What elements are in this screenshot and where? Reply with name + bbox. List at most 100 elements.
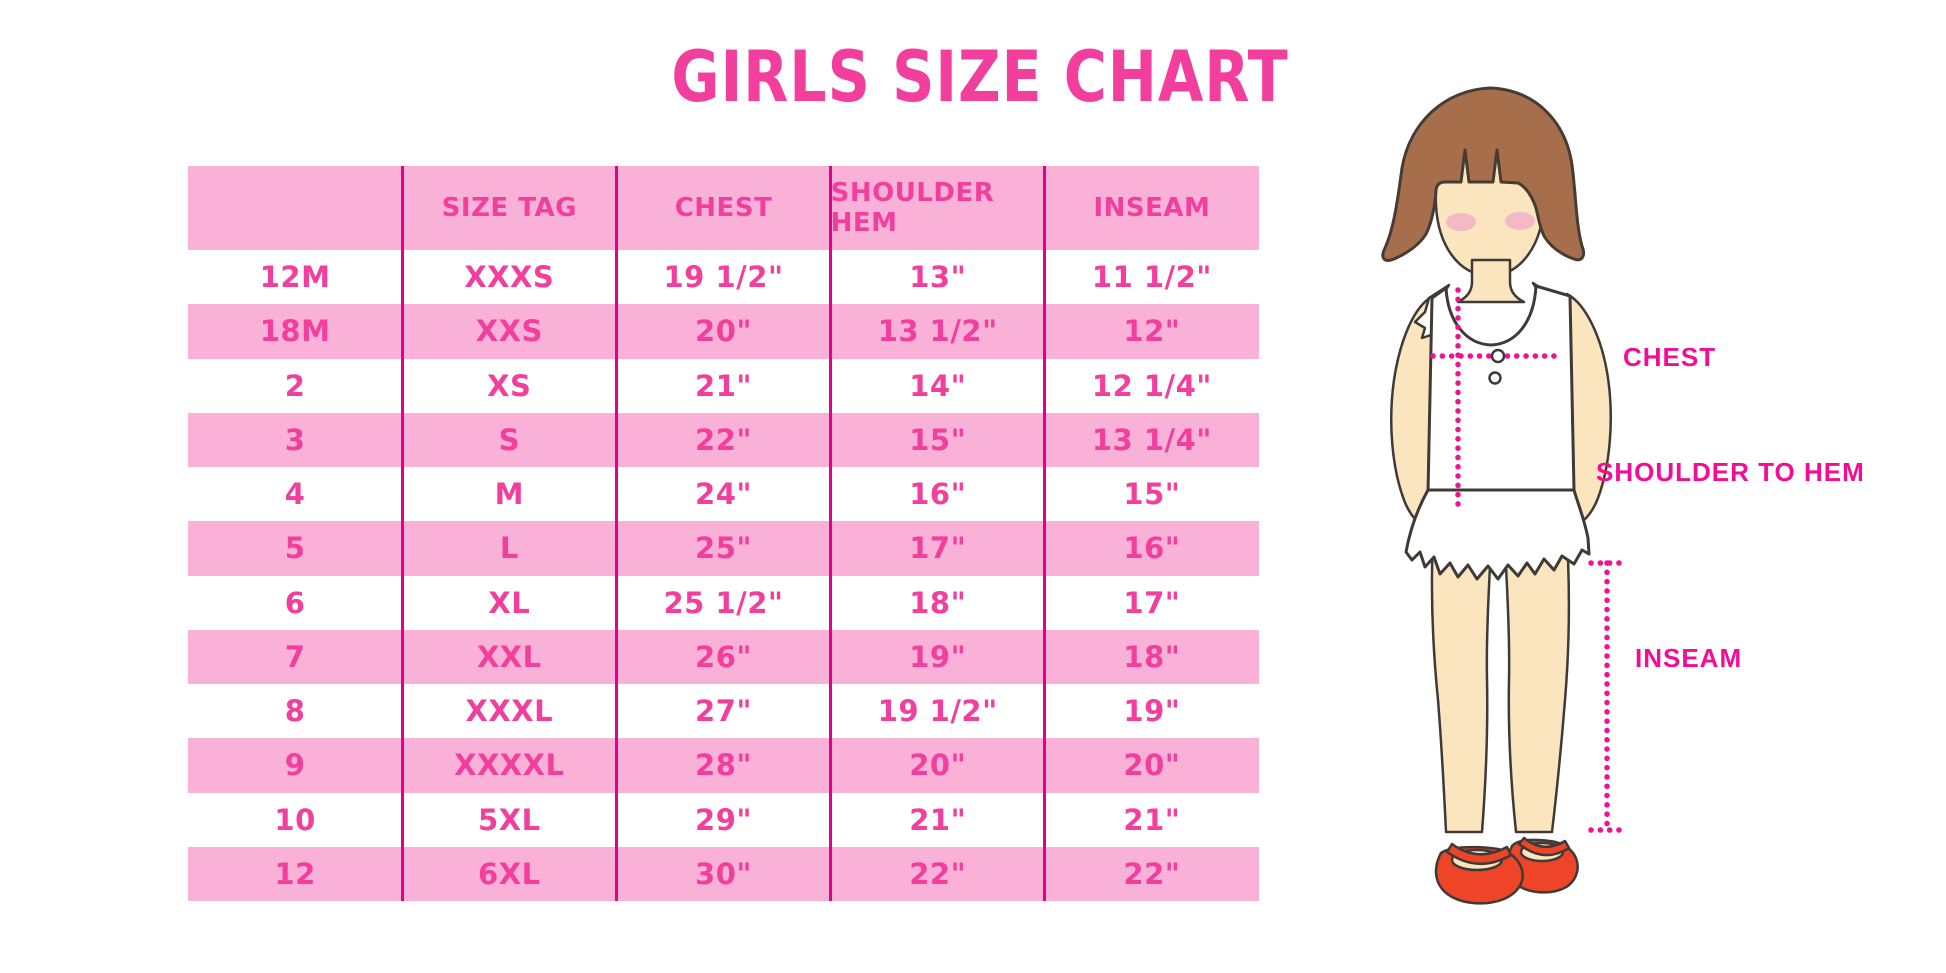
table-cell: 2 bbox=[284, 368, 306, 403]
leg-left bbox=[1430, 518, 1494, 834]
table-cell: XL bbox=[488, 585, 531, 620]
table-cell: 12 1/4" bbox=[1091, 368, 1212, 403]
header-cell-size bbox=[188, 166, 402, 250]
table-cell: 26" bbox=[695, 639, 752, 674]
table-cell: 21" bbox=[695, 368, 752, 403]
inseam-label: INSEAM bbox=[1635, 643, 1742, 673]
table-cell: XXL bbox=[476, 639, 542, 674]
table-cell: 13 1/4" bbox=[1091, 422, 1212, 457]
table-cell: 25" bbox=[695, 531, 752, 566]
table-cell: 20" bbox=[695, 314, 752, 349]
table-cell: 22" bbox=[695, 422, 752, 457]
table-cell: 14" bbox=[909, 368, 967, 403]
leg-right bbox=[1502, 520, 1571, 834]
table-cell: 18M bbox=[259, 314, 331, 349]
girl-measurement-illustration: CHEST SHOULDER TO HEM INSEAM bbox=[1381, 86, 1865, 905]
table-cell: 19" bbox=[1123, 694, 1181, 729]
table-cell: 21" bbox=[909, 802, 967, 837]
table-cell: 25 1/2" bbox=[663, 585, 784, 620]
table-cell: 19 1/2" bbox=[877, 694, 998, 729]
table-cell: 13" bbox=[909, 260, 967, 295]
table-cell: 10 bbox=[274, 802, 316, 837]
blouse bbox=[1426, 284, 1576, 494]
table-cell: 20" bbox=[1123, 748, 1181, 783]
table-cell: 22" bbox=[909, 856, 967, 891]
table-row-4: 4 M 24" 16" 15" bbox=[188, 467, 1259, 521]
table-cell: 7 bbox=[284, 639, 306, 674]
table-cell: 5XL bbox=[478, 802, 541, 837]
table-row-6: 6 XL 25 1/2" 18" 17" bbox=[188, 576, 1259, 630]
table-row-7: 7 XXL 26" 19" 18" bbox=[188, 629, 1259, 684]
table-cell: XXXXL bbox=[454, 748, 565, 783]
button-bottom bbox=[1488, 371, 1502, 385]
table-cell: XS bbox=[487, 368, 532, 403]
table-row-8: 8 XXXL 27" 19 1/2" 19" bbox=[188, 684, 1259, 738]
table-cell: 19" bbox=[909, 639, 967, 674]
table-cell: 19 1/2" bbox=[663, 260, 784, 295]
skirt-ruffle bbox=[1404, 488, 1591, 581]
table-cell: 3 bbox=[284, 422, 306, 457]
table-cell: 12M bbox=[259, 260, 331, 295]
header-cell-size-tag: SIZE TAG bbox=[441, 193, 577, 223]
table-cell: 13 1/2" bbox=[877, 314, 998, 349]
table-cell: 15" bbox=[909, 422, 967, 457]
table-body: 12M XXXS 19 1/2" 13" 11 1/2" 18M XXS 20" 13 1/2"… bbox=[188, 250, 1259, 901]
column-divider bbox=[1043, 166, 1046, 901]
table-cell: 12" bbox=[1123, 314, 1181, 349]
table-row-3: 3 S 22" 15" 13 1/4" bbox=[188, 412, 1259, 467]
table-cell: XXXL bbox=[465, 694, 554, 729]
table-cell: 28" bbox=[695, 748, 752, 783]
table-row-18m: 18M XXS 20" 13 1/2" 12" bbox=[188, 304, 1259, 359]
blush-right bbox=[1505, 212, 1535, 230]
table-cell: 9 bbox=[284, 748, 306, 783]
hair bbox=[1381, 86, 1586, 262]
shoulder-to-hem-label: SHOULDER TO HEM bbox=[1596, 457, 1865, 487]
table-cell: 17" bbox=[909, 531, 967, 566]
table-cell: 18" bbox=[1123, 639, 1181, 674]
table-cell: 20" bbox=[909, 748, 967, 783]
table-cell: M bbox=[494, 477, 524, 512]
table-cell: 18" bbox=[909, 585, 967, 620]
table-cell: 11 1/2" bbox=[1091, 260, 1212, 295]
blush-left bbox=[1446, 213, 1476, 231]
table-cell: S bbox=[498, 422, 520, 457]
table-cell: 22" bbox=[1123, 856, 1181, 891]
header-cell-chest: CHEST bbox=[674, 193, 773, 223]
table-row-10: 10 5XL 29" 21" 21" bbox=[188, 793, 1259, 847]
table-row-12: 12 6XL 30" 22" 22" bbox=[188, 846, 1259, 901]
shoe-left bbox=[1434, 842, 1524, 905]
column-divider bbox=[401, 166, 404, 901]
table-row-9: 9 XXXXL 28" 20" 20" bbox=[188, 738, 1259, 793]
table-row-5: 5 L 25" 17" 16" bbox=[188, 521, 1259, 576]
table-cell: L bbox=[499, 531, 519, 566]
table-cell: 30" bbox=[695, 856, 752, 891]
table-row-12m: 12M XXXS 19 1/2" 13" 11 1/2" bbox=[188, 250, 1259, 304]
neck bbox=[1456, 258, 1526, 304]
table-cell: 24" bbox=[695, 477, 752, 512]
table-cell: 8 bbox=[284, 694, 306, 729]
table-cell: XXXS bbox=[464, 260, 555, 295]
chest-label: CHEST bbox=[1623, 342, 1716, 372]
button-top bbox=[1490, 348, 1506, 364]
table-cell: 16" bbox=[1123, 531, 1181, 566]
table-row-2: 2 XS 21" 14" 12 1/4" bbox=[188, 359, 1259, 413]
table-cell: 6 bbox=[284, 585, 306, 620]
table-cell: 27" bbox=[695, 694, 752, 729]
table-cell: 5 bbox=[284, 531, 306, 566]
table-cell: 15" bbox=[1123, 477, 1181, 512]
table-cell: 21" bbox=[1123, 802, 1181, 837]
table-cell: 12 bbox=[274, 856, 316, 891]
table-cell: 17" bbox=[1123, 585, 1181, 620]
header-cell-shoulder-hem: SHOULDER HEM bbox=[830, 178, 995, 238]
table-cell: 29" bbox=[695, 802, 752, 837]
column-divider bbox=[615, 166, 618, 901]
table-cell: 6XL bbox=[478, 856, 541, 891]
page-title: GIRLS SIZE CHART bbox=[671, 36, 1289, 118]
header-cell-inseam: INSEAM bbox=[1093, 193, 1211, 223]
table-cell: XXS bbox=[475, 314, 543, 349]
girls-size-table: SIZE TAG CHEST SHOULDER HEM INSEAM 12M XXXS 1… bbox=[188, 166, 1259, 901]
table-cell: 16" bbox=[909, 477, 967, 512]
column-divider bbox=[829, 166, 832, 901]
table-header-row: SIZE TAG CHEST SHOULDER HEM INSEAM bbox=[188, 166, 1259, 250]
table-cell: 4 bbox=[284, 477, 306, 512]
